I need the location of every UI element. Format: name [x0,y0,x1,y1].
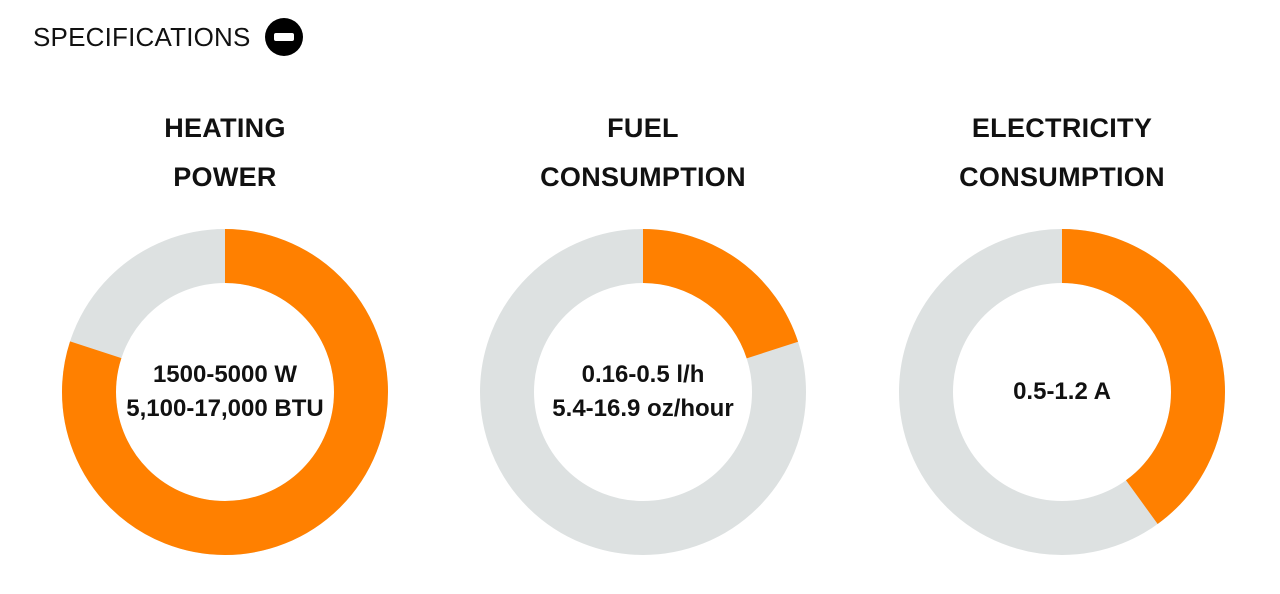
spec-title-line-1: HEATING [164,113,286,143]
spec-value: 0.16-0.5 l/h 5.4-16.9 oz/hour [478,227,808,557]
minus-bar [273,33,294,41]
spec-title-line-2: POWER [173,162,277,192]
section-title: SPECIFICATIONS [33,21,251,52]
spec-value-line-2: 5,100-17,000 BTU [126,395,324,422]
spec-title-line-1: FUEL [607,113,679,143]
spec-title: HEATING POWER [45,104,405,202]
spec-electricity-consumption: ELECTRICITY CONSUMPTION 0.5-1.2 A [882,104,1242,557]
spec-heating-power: HEATING POWER 1500-5000 W 5,100-17,000 B… [45,104,405,557]
spec-title-line-2: CONSUMPTION [540,162,746,192]
spec-value: 0.5-1.2 A [897,227,1227,557]
spec-value-line-1: 0.16-0.5 l/h [581,361,705,388]
spec-value-line-1: 1500-5000 W [152,361,298,388]
donut-fill [62,229,388,555]
spec-fuel-consumption: FUEL CONSUMPTION 0.16-0.5 l/h 5.4-16.9 o… [463,104,823,557]
spec-title-line-2: CONSUMPTION [959,162,1165,192]
donut-chart: 0.16-0.5 l/h 5.4-16.9 oz/hour [478,227,808,557]
spec-title: FUEL CONSUMPTION [463,104,823,202]
spec-title: ELECTRICITY CONSUMPTION [882,104,1242,202]
donut-fill [899,229,1225,555]
spec-title-line-1: ELECTRICITY [971,113,1153,143]
spec-value-line-2: 5.4-16.9 oz/hour [552,395,734,422]
donut-chart: 1500-5000 W 5,100-17,000 BTU [60,227,390,557]
donut-svg [62,229,388,555]
specifications-header: SPECIFICATIONS [33,18,303,56]
donut-svg [899,229,1225,555]
spec-value: 1500-5000 W 5,100-17,000 BTU [60,227,390,557]
minus-circle-icon[interactable] [264,18,303,56]
donut-svg [480,229,806,555]
donut-fill [480,229,806,555]
spec-value-line-1: 0.5-1.2 A [1013,378,1111,405]
donut-chart: 0.5-1.2 A [897,227,1227,557]
